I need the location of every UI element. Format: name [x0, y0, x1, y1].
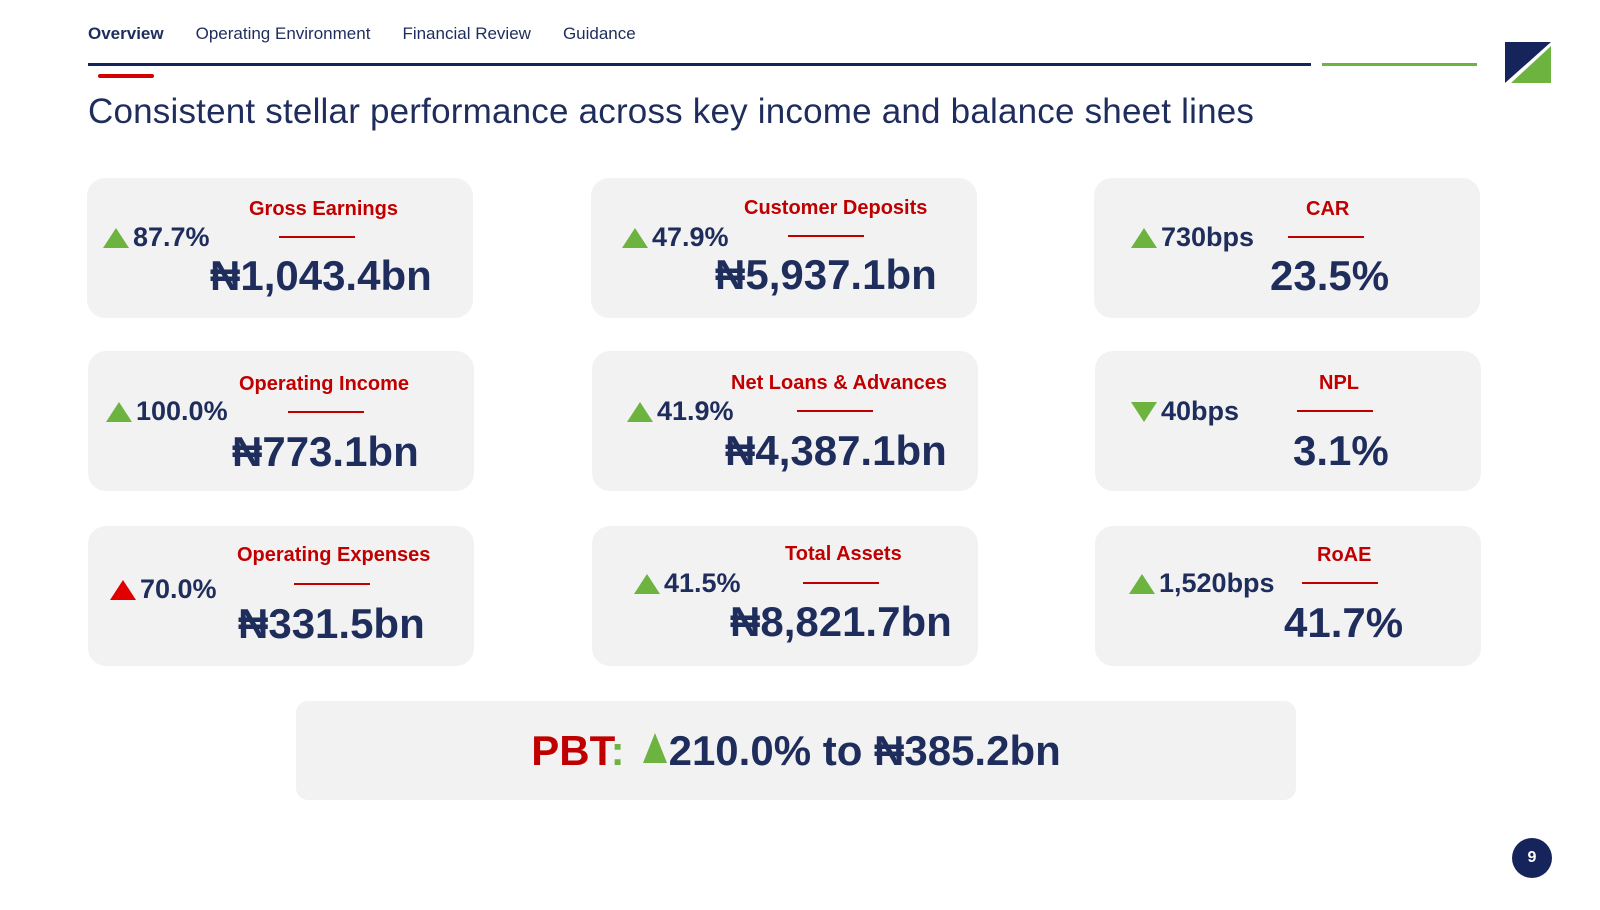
change-value: 70.0%	[140, 574, 217, 604]
card-label: NPL	[1319, 372, 1359, 394]
label-underline	[288, 411, 364, 413]
card-label: RoAE	[1317, 544, 1372, 566]
card-npl: NPL 40bps 3.1%	[1095, 351, 1481, 491]
card-operating-income: Operating Income 100.0% ₦773.1bn	[88, 351, 474, 491]
card-value: 23.5%	[1270, 252, 1390, 299]
change-value: 47.9%	[652, 222, 729, 252]
card-net-loans-advances: Net Loans & Advances 41.9% ₦4,387.1bn	[592, 351, 978, 491]
card-total-assets: Total Assets 41.5% ₦8,821.7bn	[592, 526, 978, 666]
change-value: 41.9%	[657, 396, 734, 426]
change-value: 40bps	[1161, 396, 1240, 426]
up-arrow-icon	[106, 401, 132, 422]
bank-logo	[1505, 42, 1551, 83]
label-underline	[788, 235, 864, 237]
up-arrow-icon	[1131, 227, 1157, 248]
up-arrow-icon	[110, 579, 136, 600]
page-title: Consistent stellar performance across ke…	[88, 92, 1255, 131]
card-label: Operating Expenses	[237, 544, 431, 566]
change-value: 87.7%	[133, 222, 210, 252]
change-value: 100.0%	[136, 396, 228, 426]
change-indicator: 47.9%	[622, 222, 729, 253]
change-indicator: 730bps	[1131, 222, 1254, 253]
page-number: 9	[1512, 838, 1552, 878]
card-value: ₦8,821.7bn	[730, 598, 952, 645]
card-value: ₦773.1bn	[232, 428, 419, 475]
card-value: 3.1%	[1293, 427, 1389, 474]
card-car: CAR 730bps 23.5%	[1094, 178, 1480, 318]
card-value: 41.7%	[1284, 599, 1404, 646]
up-arrow-icon	[634, 573, 660, 594]
up-arrow-icon	[1129, 573, 1155, 594]
nav-divider-blue	[88, 63, 1311, 66]
up-arrow-icon	[627, 401, 653, 422]
pbt-summary: PBT: 210.0% to ₦385.2bn	[296, 701, 1296, 800]
card-roae: RoAE 1,520bps 41.7%	[1095, 526, 1481, 666]
pbt-value: 210.0% to ₦385.2bn	[668, 727, 1061, 774]
card-operating-expenses: Operating Expenses 70.0% ₦331.5bn	[88, 526, 474, 666]
label-underline	[294, 583, 370, 585]
up-arrow-icon	[103, 227, 129, 248]
card-label: Gross Earnings	[249, 198, 398, 220]
card-customer-deposits: Customer Deposits 47.9% ₦5,937.1bn	[591, 178, 977, 318]
card-value: ₦4,387.1bn	[725, 427, 947, 474]
label-underline	[1288, 236, 1364, 238]
label-underline	[803, 582, 879, 584]
card-value: ₦331.5bn	[238, 600, 425, 647]
card-value: ₦1,043.4bn	[210, 252, 432, 299]
change-indicator: 1,520bps	[1129, 568, 1275, 599]
card-label: Net Loans & Advances	[731, 372, 947, 394]
change-value: 41.5%	[664, 568, 741, 598]
pbt-label: PBT	[531, 727, 611, 774]
change-indicator: 41.5%	[634, 568, 741, 599]
change-value: 1,520bps	[1159, 568, 1275, 598]
nav-divider-green	[1322, 63, 1477, 66]
down-arrow-icon	[1131, 401, 1157, 422]
label-underline	[1297, 410, 1373, 412]
label-underline	[1302, 582, 1378, 584]
pbt-colon: :	[610, 727, 625, 774]
card-label: Customer Deposits	[744, 197, 928, 219]
tab-operating-environment[interactable]: Operating Environment	[195, 24, 371, 43]
change-indicator: 100.0%	[106, 396, 228, 427]
card-label: Total Assets	[785, 543, 902, 565]
label-underline	[279, 236, 355, 238]
change-indicator: 40bps	[1131, 396, 1239, 427]
change-indicator: 87.7%	[103, 222, 210, 253]
label-underline	[797, 410, 873, 412]
change-indicator: 41.9%	[627, 396, 734, 427]
top-nav: Overview Operating Environment Financial…	[88, 22, 668, 78]
card-value: ₦5,937.1bn	[715, 251, 937, 298]
up-arrow-icon	[622, 227, 648, 248]
card-label: CAR	[1306, 198, 1350, 220]
up-arrow-icon	[642, 733, 667, 763]
pbt-line: PBT: 210.0% to ₦385.2bn	[296, 727, 1296, 775]
card-label: Operating Income	[239, 373, 410, 395]
tab-guidance[interactable]: Guidance	[562, 24, 636, 43]
card-gross-earnings: Gross Earnings 87.7% ₦1,043.4bn	[87, 178, 473, 318]
change-indicator: 70.0%	[110, 574, 217, 605]
tab-financial-review[interactable]: Financial Review	[402, 24, 531, 43]
change-value: 730bps	[1161, 222, 1255, 252]
tab-overview[interactable]: Overview	[88, 22, 164, 78]
